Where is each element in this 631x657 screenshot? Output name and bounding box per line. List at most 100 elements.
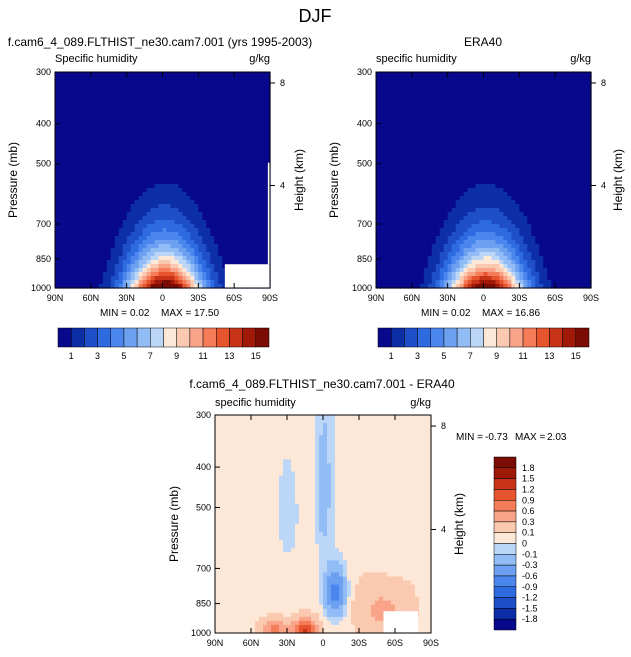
- contour-cell: [447, 192, 453, 197]
- contour-cell: [226, 120, 231, 125]
- contour-cell: [543, 108, 548, 113]
- contour-cell: [539, 204, 544, 209]
- contour-cell: [246, 144, 251, 149]
- contour-cell: [190, 212, 195, 217]
- contour-cell: [98, 80, 104, 85]
- contour-cell: [78, 244, 84, 249]
- contour-cell: [154, 252, 160, 257]
- contour-cell: [463, 176, 469, 181]
- contour-cell: [230, 152, 235, 157]
- contour-cell: [178, 280, 184, 285]
- contour-cell: [146, 104, 152, 109]
- contour-cell: [210, 240, 215, 245]
- contour-cell: [515, 212, 520, 217]
- contour-cell: [158, 96, 164, 101]
- contour-cell: [427, 180, 433, 185]
- contour-cell: [543, 208, 548, 213]
- contour-cell: [507, 112, 512, 117]
- contour-cell: [194, 168, 199, 173]
- contour-cell: [142, 216, 148, 221]
- contour-cell: [55, 80, 60, 85]
- contour-cell: [571, 188, 576, 193]
- contour-cell: [174, 236, 180, 241]
- contour-cell: [98, 244, 104, 249]
- contour-cell: [55, 240, 60, 245]
- contour-cell: [575, 172, 580, 177]
- contour-cell: [499, 152, 505, 157]
- contour-cell: [467, 72, 473, 77]
- contour-cell: [379, 176, 385, 181]
- contour-cell: [150, 232, 156, 237]
- contour-cell: [170, 104, 176, 109]
- contour-cell: [210, 268, 215, 273]
- contour-cell: [238, 188, 243, 193]
- contour-cell: [435, 172, 441, 177]
- contour-cell: [198, 224, 203, 229]
- contour-cell: [86, 160, 92, 165]
- contour-cell: [118, 208, 124, 213]
- contour-cell: [511, 104, 516, 109]
- contour-cell: [383, 208, 389, 213]
- contour-cell: [174, 124, 180, 129]
- contour-cell: [206, 272, 211, 277]
- contour-cell: [407, 196, 413, 201]
- contour-cell: [86, 84, 92, 89]
- contour-cell: [186, 192, 191, 197]
- contour-cell: [86, 200, 92, 205]
- contour-cell: [403, 188, 409, 193]
- contour-cell: [70, 152, 76, 157]
- contour-cell: [527, 164, 532, 169]
- contour-cell: [182, 152, 187, 157]
- contour-cell: [539, 216, 544, 221]
- contour-cell: [226, 172, 231, 177]
- contour-cell: [210, 100, 215, 105]
- contour-cell: [246, 228, 251, 233]
- contour-cell: [266, 116, 271, 121]
- contour-cell: [487, 128, 493, 133]
- contour-cell: [258, 224, 263, 229]
- contour-cell: [134, 192, 140, 197]
- contour-cell: [194, 104, 199, 109]
- contour-cell: [106, 96, 112, 101]
- contour-cell: [66, 192, 72, 197]
- contour-cell: [487, 176, 493, 181]
- contour-cell: [130, 192, 136, 197]
- contour-cell: [262, 164, 267, 169]
- contour-cell: [230, 204, 235, 209]
- contour-cell: [479, 208, 485, 213]
- contour-cell: [250, 152, 255, 157]
- contour-cell: [451, 168, 457, 173]
- contour-cell: [66, 280, 72, 285]
- contour-cell: [122, 252, 128, 257]
- contour-cell: [435, 196, 441, 201]
- contour-cell: [415, 200, 421, 205]
- contour-cell: [178, 100, 184, 105]
- contour-cell: [507, 168, 512, 173]
- contour-cell: [98, 128, 104, 133]
- contour-cell: [106, 248, 112, 253]
- contour-cell: [499, 164, 505, 169]
- contour-cell: [114, 204, 120, 209]
- contour-cell: [74, 104, 80, 109]
- contour-cell: [463, 184, 469, 189]
- contour-cell: [491, 188, 497, 193]
- contour-cell: [198, 156, 203, 161]
- contour-cell: [70, 120, 76, 125]
- contour-cell: [214, 92, 219, 97]
- contour-cell: [170, 264, 176, 269]
- contour-cell: [214, 156, 219, 161]
- contour-cell: [114, 132, 120, 137]
- contour-cell: [403, 160, 409, 165]
- contour-cell: [395, 84, 401, 89]
- contour-cell: [583, 148, 588, 153]
- contour-cell: [218, 88, 223, 93]
- contour-cell: [539, 132, 544, 137]
- contour-cell: [479, 168, 485, 173]
- contour-cell: [427, 96, 433, 101]
- contour-cell: [254, 188, 259, 193]
- contour-cell: [427, 188, 433, 193]
- contour-cell: [166, 140, 172, 145]
- contour-cell: [214, 88, 219, 93]
- contour-cell: [519, 100, 524, 105]
- contour-cell: [423, 124, 429, 129]
